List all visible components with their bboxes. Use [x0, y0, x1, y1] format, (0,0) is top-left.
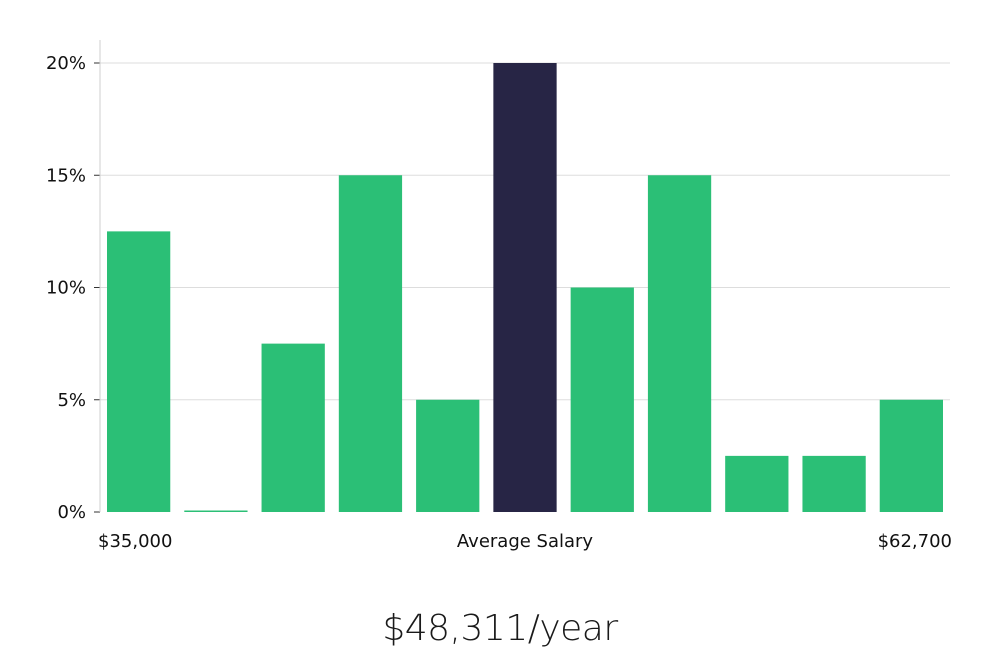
histogram-bar [647, 175, 712, 512]
histogram-bar [261, 343, 325, 512]
histogram-bar [184, 510, 248, 512]
x-axis-title: Average Salary [457, 531, 594, 552]
histogram-bar-highlighted [493, 63, 557, 512]
histogram-bar [338, 175, 403, 512]
histogram-bar [879, 399, 943, 512]
average-salary-value: $48,311/year [382, 608, 618, 649]
salary-histogram: 0% 5% 10% 15% 20% $35,000 Average Salary $62… [46, 40, 952, 552]
y-tick-label: 10% [46, 278, 86, 299]
y-axis-ticks: 0% 5% 10% 15% 20% [46, 53, 100, 523]
histogram-bar [725, 455, 789, 512]
histogram-bar [570, 287, 634, 512]
x-min-label: $35,000 [98, 531, 172, 552]
histogram-bar [416, 399, 480, 512]
y-tick-label: 15% [46, 165, 86, 186]
histogram-bar [802, 455, 866, 512]
x-max-label: $62,700 [878, 531, 952, 552]
histogram-bars [107, 63, 943, 512]
y-tick-label: 5% [57, 390, 86, 411]
histogram-bar [107, 231, 171, 512]
y-tick-label: 20% [46, 53, 86, 74]
y-tick-label: 0% [57, 502, 86, 523]
